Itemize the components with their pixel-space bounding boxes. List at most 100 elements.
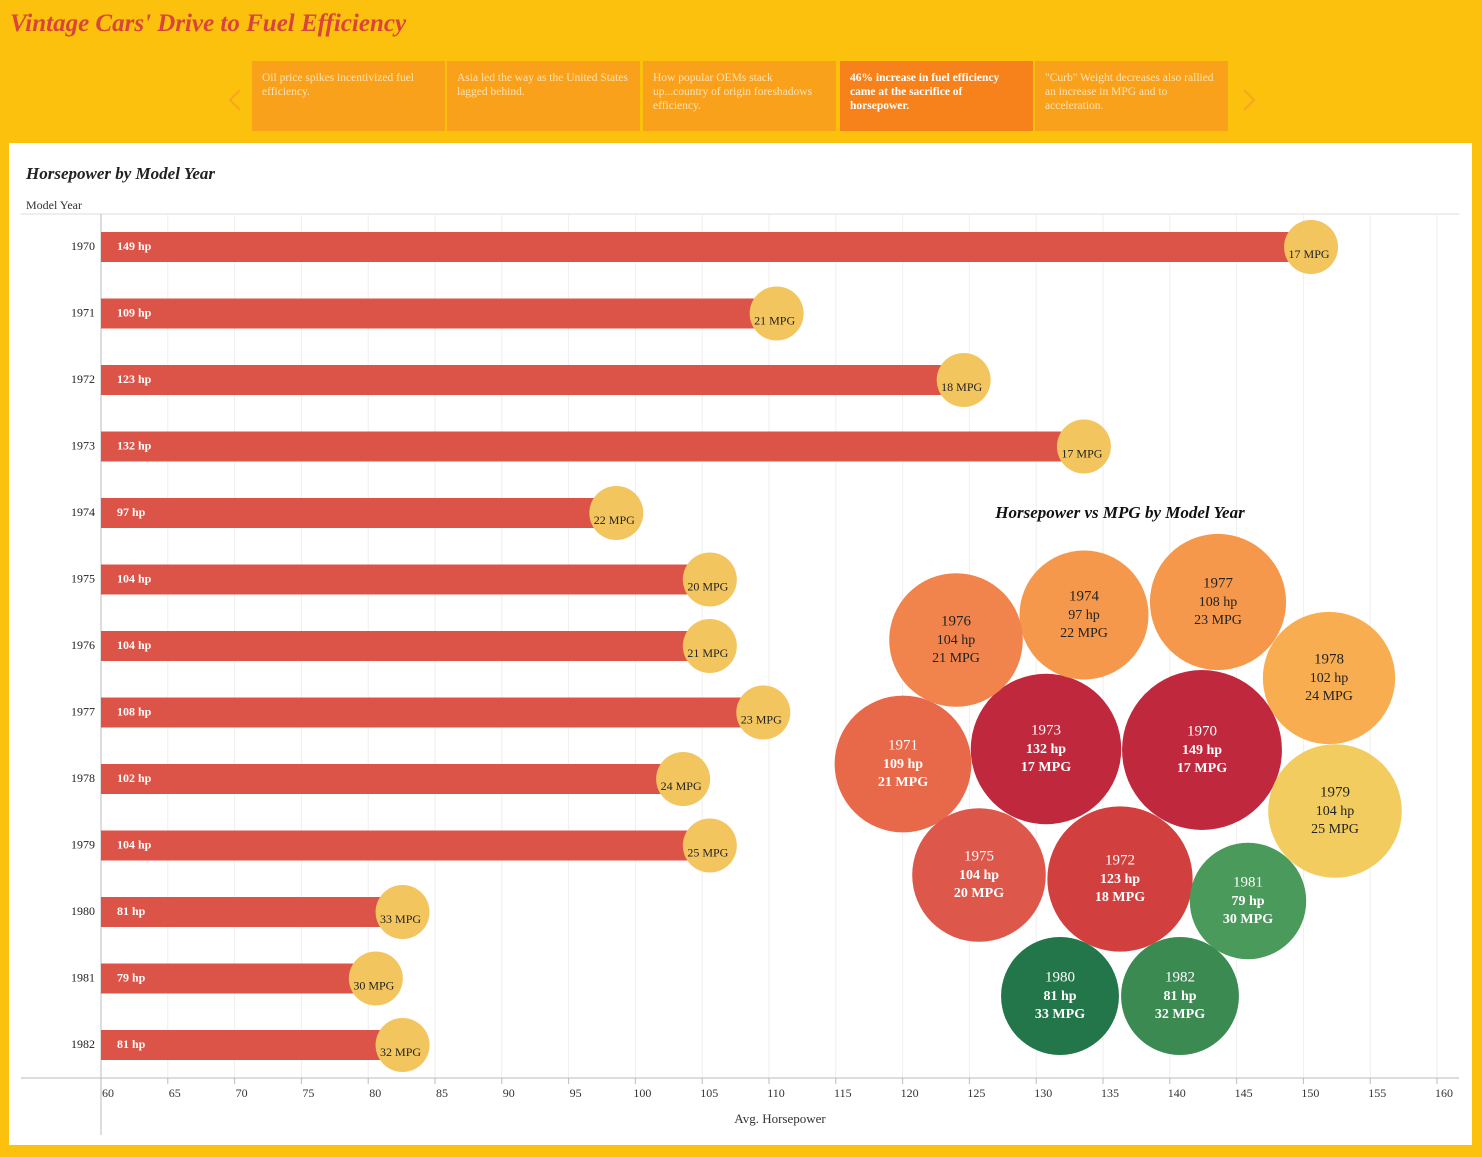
bar [101, 564, 689, 595]
story-point[interactable]: 46% increase in fuel efficiency came at … [840, 61, 1033, 131]
bubble-year: 1973 [1031, 722, 1061, 738]
bubble [1047, 806, 1193, 952]
x-tick-label: 75 [302, 1086, 314, 1100]
y-tick-label: 1982 [71, 1037, 95, 1051]
bubble-year: 1982 [1165, 969, 1195, 985]
bubble-year: 1971 [888, 737, 918, 753]
mpg-label: 21 MPG [687, 646, 728, 660]
mpg-circle [348, 951, 403, 1006]
mpg-label: 20 MPG [687, 579, 728, 593]
bar-label: 79 hp [117, 970, 146, 984]
x-tick-label: 65 [169, 1086, 181, 1100]
mpg-label: 25 MPG [687, 845, 728, 859]
bubble-year: 1980 [1045, 969, 1075, 985]
bubble-year: 1979 [1320, 784, 1350, 800]
bar [101, 232, 1291, 262]
bar-label: 102 hp [117, 771, 152, 785]
mpg-circle [682, 619, 737, 673]
y-tick-label: 1972 [71, 372, 95, 386]
mpg-label: 30 MPG [353, 978, 394, 992]
bubble-hp: 132 hp [1026, 742, 1066, 757]
bubble-mpg: 30 MPG [1223, 912, 1273, 927]
y-tick-label: 1971 [71, 305, 95, 319]
mpg-circle [682, 552, 737, 607]
bubble [1149, 533, 1287, 671]
bubble-year: 1975 [964, 848, 994, 864]
mpg-label: 22 MPG [594, 513, 635, 527]
x-tick-label: 135 [1101, 1086, 1119, 1100]
next-arrow[interactable] [1243, 89, 1256, 111]
mpg-label: 17 MPG [1061, 446, 1102, 460]
bubble-year: 1972 [1105, 852, 1135, 868]
bubble-mpg: 20 MPG [954, 886, 1004, 901]
bar-label: 104 hp [117, 571, 152, 585]
bar-label: 123 hp [117, 372, 152, 386]
x-tick-label: 130 [1034, 1086, 1052, 1100]
x-tick-label: 150 [1301, 1086, 1319, 1100]
bubble-hp: 104 hp [1316, 804, 1355, 819]
bubble [889, 573, 1023, 707]
bar [101, 764, 663, 794]
bubble-mpg: 24 MPG [1305, 689, 1353, 704]
bubble-hp: 81 hp [1043, 989, 1076, 1004]
bubble-mpg: 23 MPG [1194, 613, 1242, 628]
bubble-mpg: 18 MPG [1095, 890, 1145, 905]
x-tick-label: 155 [1368, 1086, 1386, 1100]
x-tick-label: 110 [767, 1086, 785, 1100]
mpg-circle [375, 885, 430, 939]
y-tick-label: 1981 [71, 970, 95, 984]
bar [101, 830, 689, 861]
mpg-label: 24 MPG [661, 779, 702, 793]
bubble [1122, 670, 1282, 830]
bubble [970, 673, 1122, 825]
mpg-circle [1284, 220, 1339, 274]
bubble-year: 1974 [1069, 588, 1100, 604]
bubble-chart-title: Horsepower vs MPG by Model Year [994, 503, 1245, 522]
mpg-label: 23 MPG [741, 712, 782, 726]
x-tick-label: 95 [570, 1086, 582, 1100]
bar [101, 897, 382, 927]
mpg-circle [589, 486, 644, 540]
mpg-circle [1056, 419, 1111, 474]
bubble-year: 1977 [1203, 575, 1234, 591]
x-tick-label: 85 [436, 1086, 448, 1100]
bubble-mpg: 21 MPG [878, 775, 928, 790]
y-tick-label: 1977 [71, 704, 95, 718]
story-point[interactable]: Oil price spikes incentivized fuel effic… [252, 61, 445, 131]
story-point[interactable]: Asia led the way as the United States la… [447, 61, 640, 131]
prev-arrow[interactable] [228, 89, 241, 111]
y-tick-label: 1980 [71, 904, 95, 918]
bubble [1001, 937, 1119, 1055]
mpg-circle [375, 1018, 430, 1072]
bar-label: 132 hp [117, 438, 152, 452]
bar-label: 104 hp [117, 638, 152, 652]
bubble [1019, 550, 1149, 680]
bar-label: 97 hp [117, 505, 146, 519]
mpg-label: 32 MPG [380, 1045, 421, 1059]
bar [101, 697, 743, 728]
bubble [1121, 937, 1239, 1055]
y-tick-label: 1978 [71, 771, 95, 785]
bar-label: 81 hp [117, 904, 146, 918]
mpg-circle [656, 752, 711, 806]
bubble-hp: 104 hp [937, 633, 976, 648]
y-tick-label: 1979 [71, 837, 95, 851]
story-point[interactable]: "Curb" Weight decreases also rallied an … [1035, 61, 1228, 131]
mpg-circle [749, 286, 804, 341]
mpg-circle [736, 685, 791, 740]
bubble-mpg: 21 MPG [932, 651, 980, 666]
bubble-mpg: 33 MPG [1035, 1007, 1085, 1022]
bar-label: 149 hp [117, 239, 152, 253]
y-tick-label: 1974 [71, 505, 95, 519]
bubble-hp: 149 hp [1182, 743, 1222, 758]
mpg-label: 17 MPG [1289, 247, 1330, 261]
x-tick-label: 120 [901, 1086, 919, 1100]
bubble-mpg: 32 MPG [1155, 1007, 1205, 1022]
bar [101, 498, 596, 528]
bubble [834, 695, 972, 833]
x-axis-title: Avg. Horsepower [734, 1111, 826, 1126]
story-point[interactable]: How popular OEMs stack up...country of o… [643, 61, 836, 131]
bubble-mpg: 22 MPG [1060, 626, 1108, 641]
bar [101, 1030, 382, 1060]
